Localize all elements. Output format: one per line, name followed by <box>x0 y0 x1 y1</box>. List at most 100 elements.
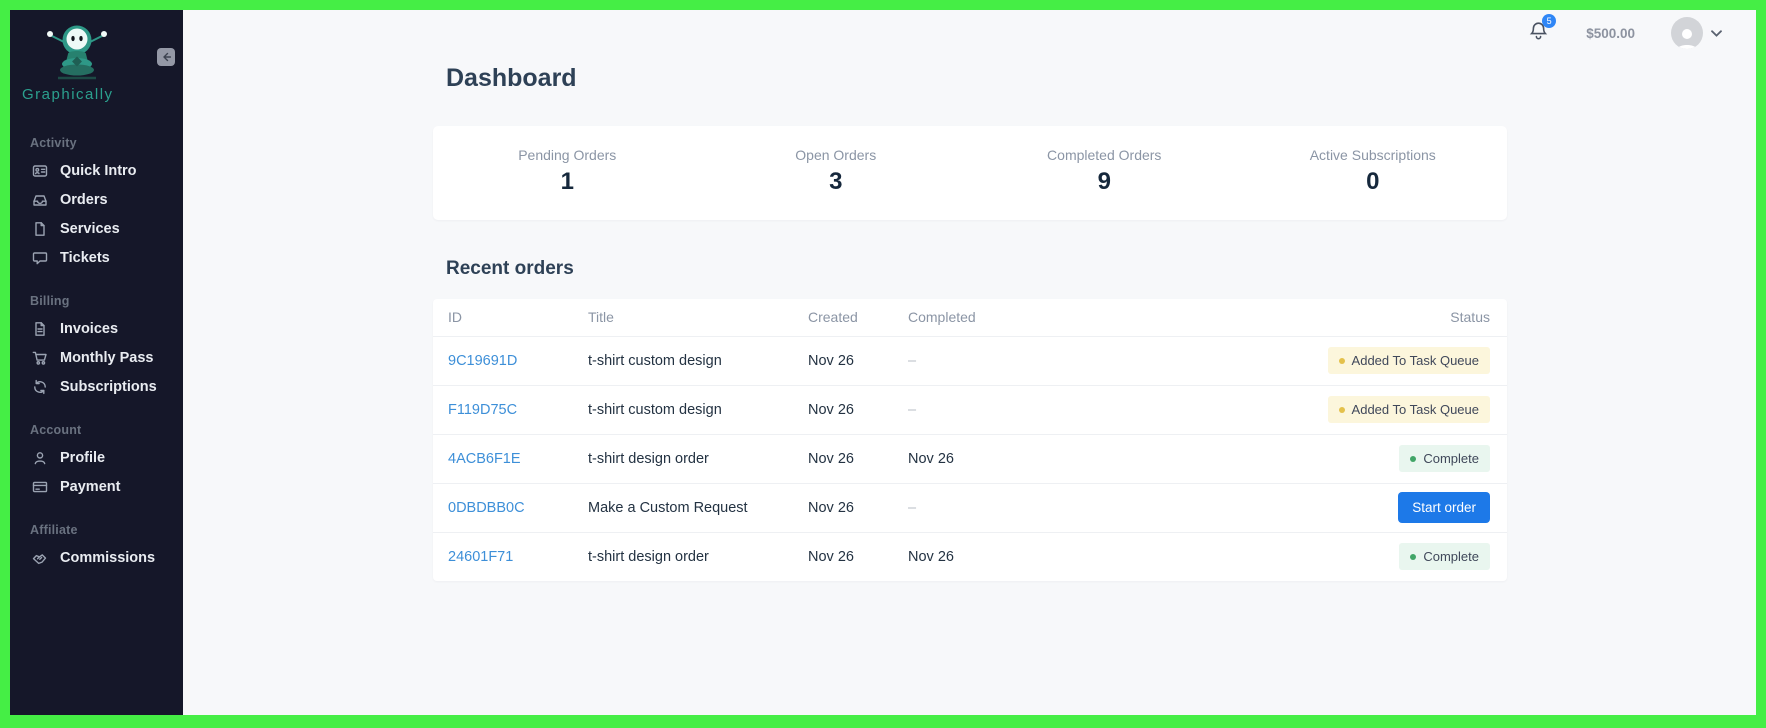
order-created-cell: Nov 26 <box>793 385 893 435</box>
sidebar-nav: Activity Quick Intro Orders Services Tickets… <box>10 128 183 572</box>
sidebar-item-invoices[interactable]: Invoices <box>10 314 183 343</box>
table-row: F119D75C t-shirt custom design Nov 26– Adde… <box>433 385 1507 435</box>
stat-value: 1 <box>560 168 574 195</box>
user-icon <box>32 450 48 466</box>
sidebar-item-label: Invoices <box>60 320 119 337</box>
mascot-logo-icon <box>47 25 107 80</box>
sidebar: Graphically Activity Quick Intro Orders Ser… <box>10 10 183 715</box>
avatar-person-icon <box>1676 29 1698 49</box>
status-dot-icon <box>1338 357 1345 364</box>
status-text: Added To Task Queue <box>1351 402 1479 417</box>
invoice-icon <box>32 321 48 337</box>
order-completed-cell: – <box>893 483 1073 533</box>
order-id-link[interactable]: F119D75C <box>448 401 518 418</box>
status-dot-icon <box>1338 406 1345 413</box>
no-completed-dash: – <box>908 352 917 369</box>
sidebar-item-tickets[interactable]: Tickets <box>10 243 183 272</box>
status-text: Complete <box>1423 451 1479 466</box>
sidebar-item-label: Services <box>60 220 120 237</box>
start-order-button[interactable]: Start order <box>1398 492 1490 523</box>
comment-icon <box>32 250 48 266</box>
order-created-cell: Nov 26 <box>808 548 854 565</box>
order-id-link[interactable]: 0DBDBB0C <box>448 499 525 516</box>
order-completed-cell: Nov 26 <box>893 434 1073 484</box>
sidebar-item-subscriptions[interactable]: Subscriptions <box>10 372 183 401</box>
status-dot-icon <box>1410 553 1417 560</box>
stat-value: 0 <box>1366 168 1380 195</box>
column-header-id: ID <box>433 299 573 337</box>
notification-count-badge: 5 <box>1542 13 1557 28</box>
cart-icon <box>32 350 48 366</box>
handshake-icon <box>32 550 48 566</box>
stat-value: 3 <box>829 168 843 195</box>
order-id-link[interactable]: 24601F71 <box>448 548 514 565</box>
account-menu-chevron[interactable] <box>1711 29 1722 37</box>
stat-label: Active Subscriptions <box>1309 147 1436 163</box>
sidebar-item-services[interactable]: Services <box>10 214 183 243</box>
recent-orders-table-panel: ID Title Created Completed Status 9C19691D t-… <box>433 299 1507 581</box>
order-completed-cell: – <box>893 385 1073 435</box>
stat-label: Open Orders <box>795 147 877 163</box>
stat-pending-orders: Pending Orders 1 <box>433 126 702 220</box>
sidebar-item-label: Quick Intro <box>60 162 137 179</box>
file-icon <box>32 221 48 237</box>
sidebar-item-label: Orders <box>60 191 108 208</box>
column-header-completed: Completed <box>893 299 1073 337</box>
account-balance: $500.00 <box>1586 25 1635 41</box>
sidebar-collapse-button[interactable] <box>157 48 175 66</box>
arrow-left-icon <box>163 52 171 62</box>
order-title-cell: t-shirt design order <box>588 548 709 565</box>
order-created-cell: Nov 26 <box>793 434 893 484</box>
recent-orders-table: ID Title Created Completed Status 9C19691D t-… <box>433 299 1507 581</box>
credit-card-icon <box>32 479 48 495</box>
sidebar-item-quick-intro[interactable]: Quick Intro <box>10 156 183 185</box>
nav-section-label: Activity <box>30 136 77 150</box>
order-id-link[interactable]: 4ACB6F1E <box>448 450 521 467</box>
stat-open-orders: Open Orders 3 <box>702 126 971 220</box>
table-row: 9C19691D t-shirt custom design Nov 26– Adde… <box>433 336 1507 386</box>
no-completed-dash: – <box>908 499 917 516</box>
chevron-down-icon <box>1711 29 1722 37</box>
status-text: Added To Task Queue <box>1351 353 1479 368</box>
order-id-cell: 24601F71 <box>433 532 573 581</box>
bell-icon <box>1529 21 1548 39</box>
stat-value: 9 <box>1097 168 1111 195</box>
order-id-cell: 4ACB6F1E <box>433 434 573 484</box>
sidebar-item-orders[interactable]: Orders <box>10 185 183 214</box>
nav-section-billing: Billing Invoices Monthly Pass Subscriptions <box>10 286 183 401</box>
order-status-cell: Added To Task Queue <box>1073 385 1507 435</box>
page-title: Dashboard <box>446 64 577 92</box>
status-badge: Complete <box>1399 445 1490 472</box>
order-id-cell: 0DBDBB0C <box>433 483 573 533</box>
sidebar-item-monthly-pass[interactable]: Monthly Pass <box>10 343 183 372</box>
nav-section-label: Billing <box>30 294 70 308</box>
nav-section-label: Affiliate <box>30 523 78 537</box>
sidebar-item-label: Subscriptions <box>60 378 157 395</box>
table-body: 9C19691D t-shirt custom design Nov 26– Adde… <box>433 336 1507 581</box>
order-created-cell: Nov 26 <box>793 336 893 386</box>
order-title-cell: t-shirt custom design <box>573 385 793 435</box>
order-status-cell: Complete <box>1073 532 1507 581</box>
column-header-created: Created <box>793 299 893 337</box>
order-completed-cell: – <box>893 336 1073 386</box>
logo-area: Graphically <box>10 10 183 114</box>
id-card-icon <box>32 163 48 179</box>
sidebar-item-label: Monthly Pass <box>60 349 154 366</box>
order-title-cell: Make a Custom Request <box>573 483 793 533</box>
inbox-icon <box>32 192 48 208</box>
brand-wordmark: Graphically <box>22 86 114 103</box>
order-id-link[interactable]: 9C19691D <box>448 352 518 369</box>
sidebar-item-label: Tickets <box>60 249 110 266</box>
sidebar-item-commissions[interactable]: Commissions <box>10 543 183 572</box>
notifications-button[interactable]: 5 <box>1529 13 1557 46</box>
sidebar-item-profile[interactable]: Profile <box>10 443 183 472</box>
dashboard-content: Dashboard Pending Orders 1 Open Orders 3 Com… <box>183 10 1507 581</box>
app-window: Graphically Activity Quick Intro Orders Ser… <box>10 10 1756 715</box>
recent-orders-heading: Recent orders <box>446 258 574 279</box>
status-badge: Complete <box>1399 543 1490 571</box>
user-avatar[interactable] <box>1671 17 1703 49</box>
order-title-cell: t-shirt custom design <box>573 336 793 386</box>
sidebar-item-payment[interactable]: Payment <box>10 472 183 501</box>
order-status-cell: Start order <box>1073 483 1507 533</box>
status-badge: Added To Task Queue <box>1327 347 1490 374</box>
